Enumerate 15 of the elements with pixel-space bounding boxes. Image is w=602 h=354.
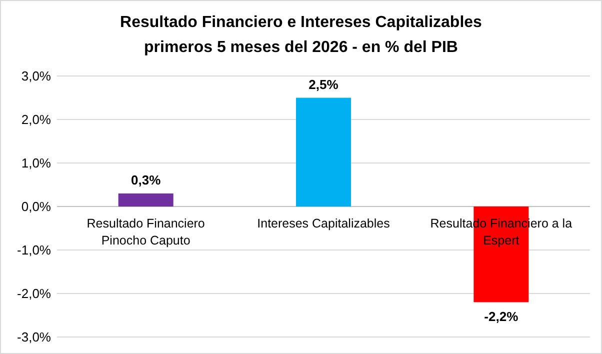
y-tick-label: 0,0% xyxy=(21,199,52,214)
x-tick-label: Intereses Capitalizables xyxy=(257,216,390,230)
y-tick-label: -1,0% xyxy=(17,242,52,258)
y-tick-label: 1,0% xyxy=(21,156,52,170)
data-label: 0,3% xyxy=(131,172,162,188)
chart-title: Resultado Financiero e Intereses Capitalizables primeros 5 meses del 2026 - en % del PIB xyxy=(120,14,482,56)
y-tick-label: 3,0% xyxy=(21,68,52,84)
data-label: -2,2% xyxy=(484,309,519,324)
y-tick-label: 2,0% xyxy=(21,112,52,127)
data-label: 2,5% xyxy=(308,76,339,92)
bar xyxy=(118,193,174,206)
x-tick-label: Resultado Financiero Pinocho Caputo xyxy=(86,216,205,248)
bar xyxy=(296,98,351,206)
y-tick-label: -3,0% xyxy=(17,330,52,344)
y-tick-label: -2,0% xyxy=(17,286,52,301)
